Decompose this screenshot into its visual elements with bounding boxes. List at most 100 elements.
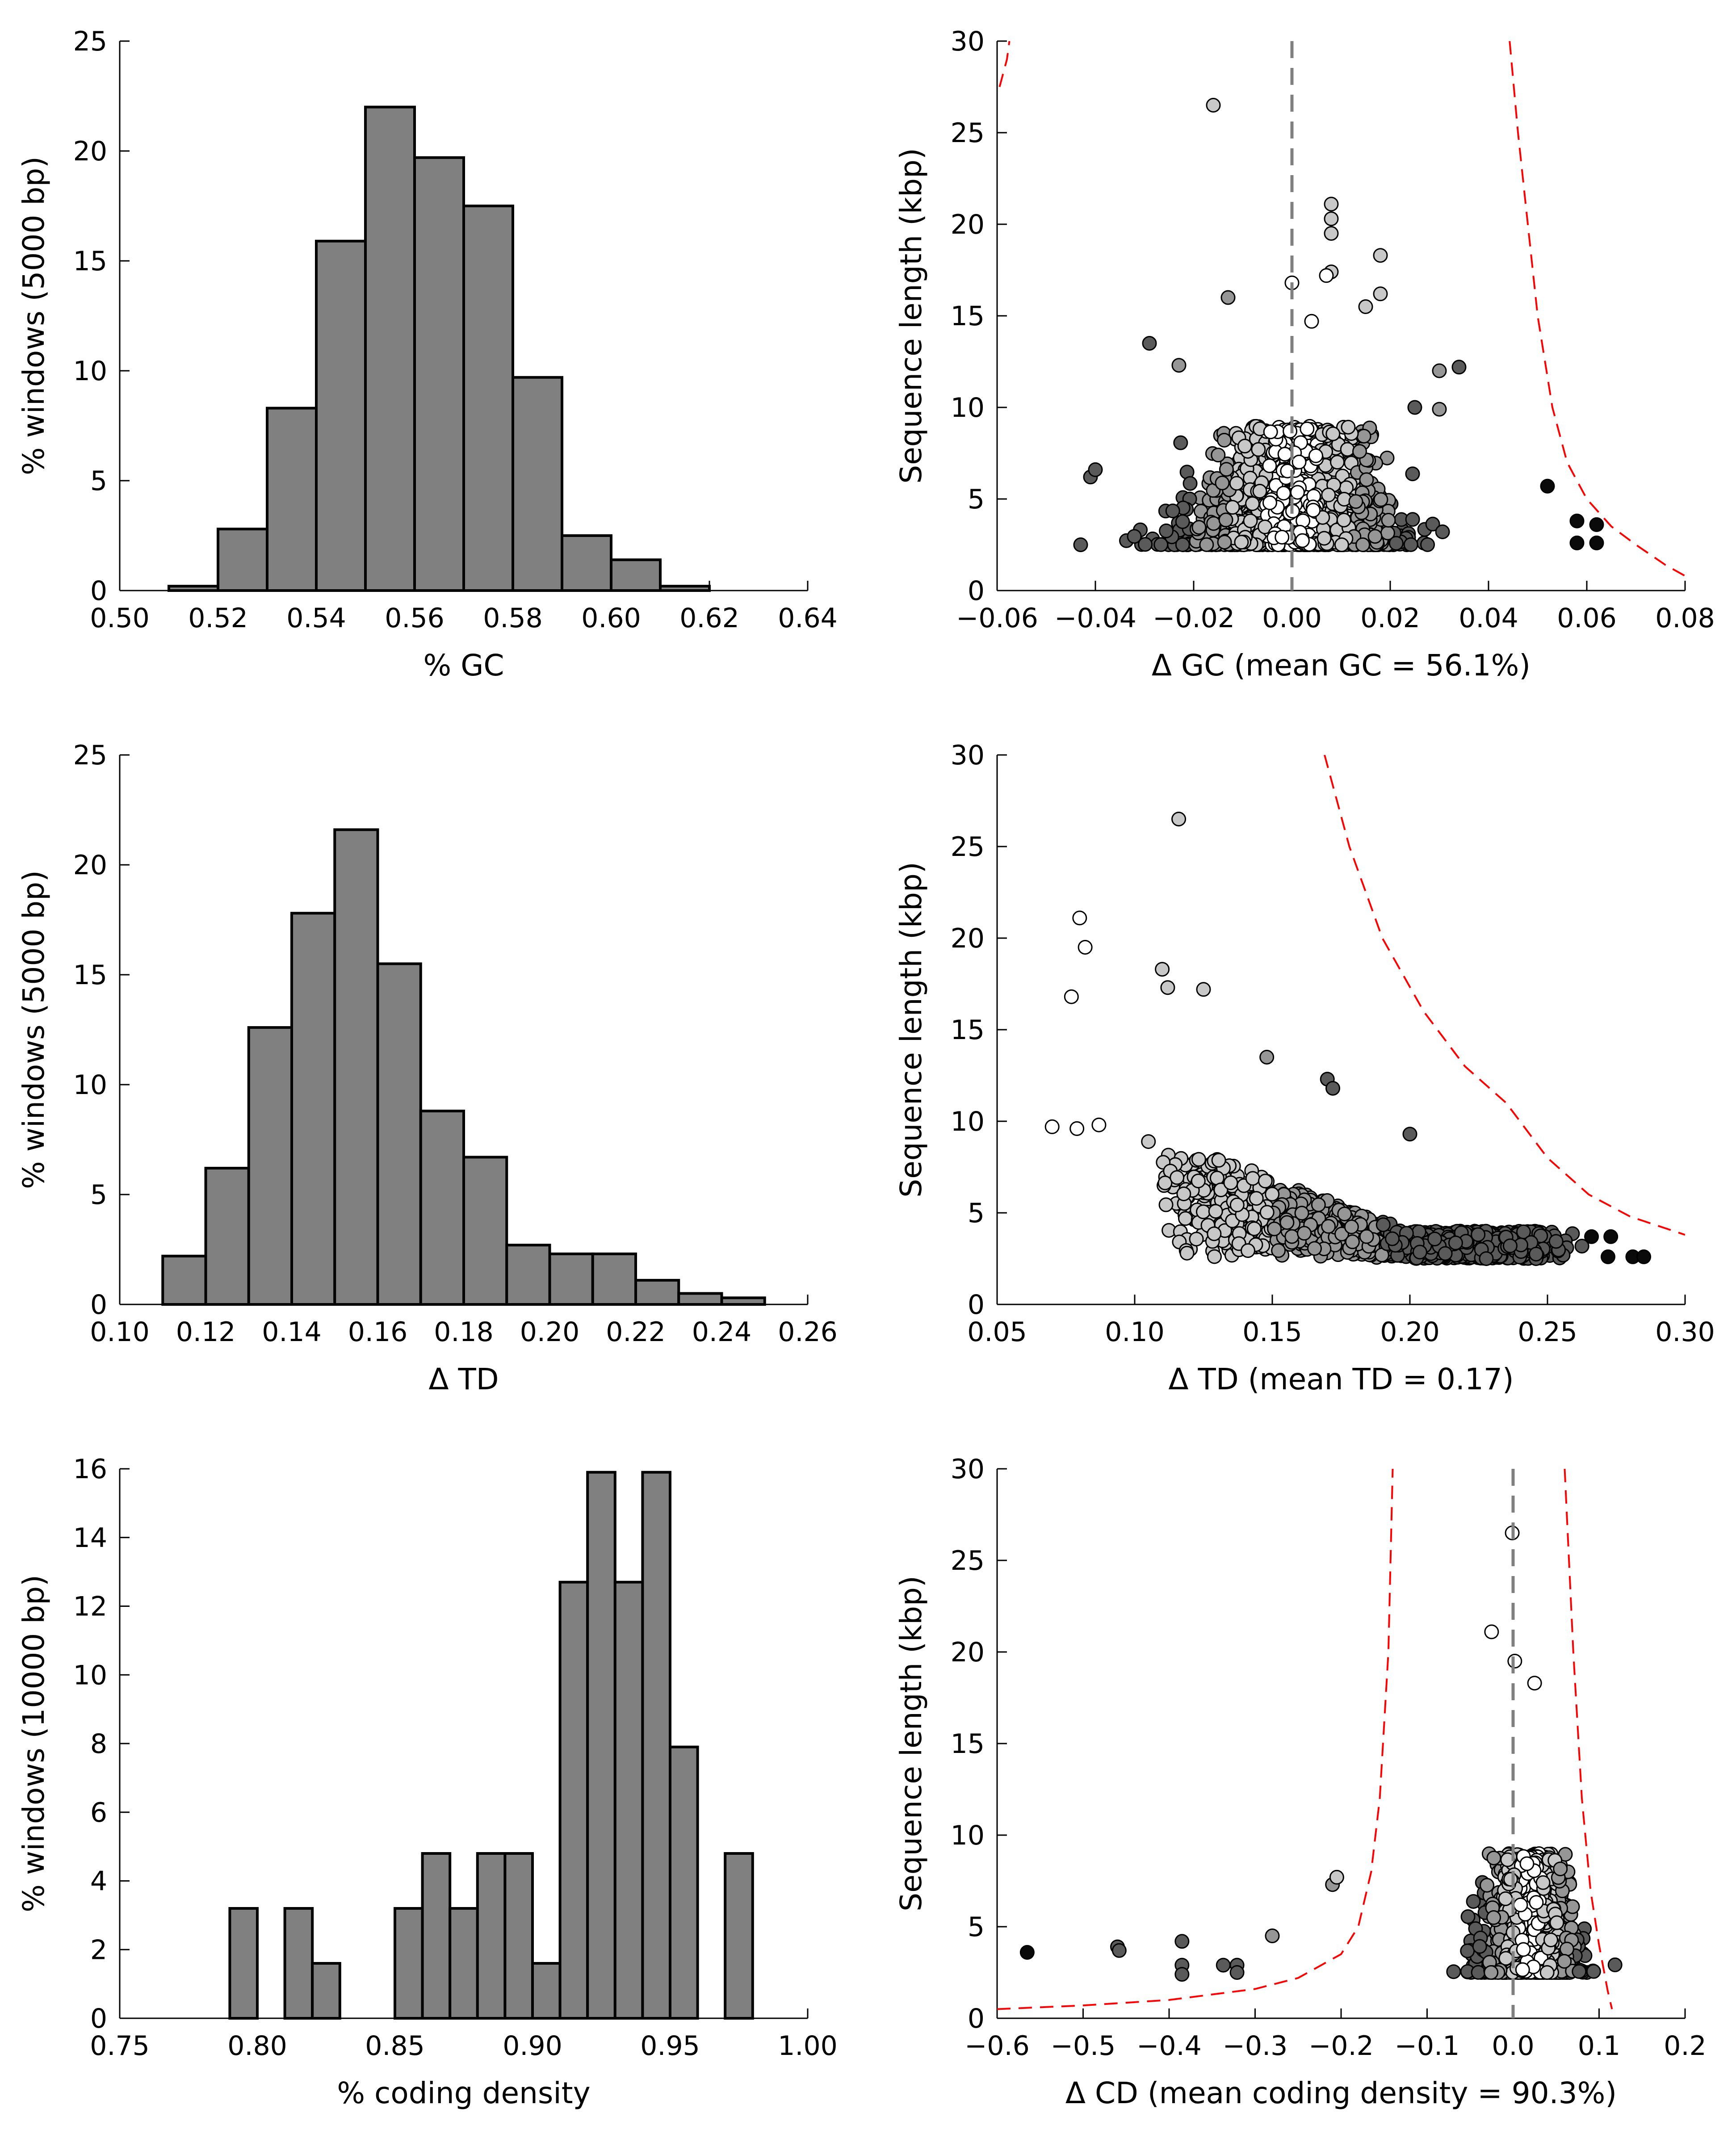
scatter-point (1262, 495, 1277, 511)
scatter-point (1211, 1153, 1226, 1168)
x-tick-label: 0.64 (778, 603, 838, 634)
y-tick-label: 0 (968, 575, 985, 607)
significance-curve (997, 1469, 1394, 2010)
scatter-point (1586, 1964, 1601, 1979)
x-tick-label: −0.5 (1051, 2030, 1116, 2062)
scatter-point (1529, 1246, 1544, 1262)
scatter-point (1245, 1171, 1260, 1186)
plot-area (228, 1471, 754, 2020)
x-tick-label: 0.04 (1459, 603, 1518, 634)
y-tick-label: 15 (951, 301, 985, 332)
scatter-point (1334, 537, 1349, 552)
x-tick-label: 0.54 (286, 603, 346, 634)
plot-area (997, 1469, 1623, 2018)
y-tick-label: 5 (968, 1912, 985, 1943)
x-tick-label: 0.08 (1655, 603, 1715, 634)
scatter-point (1259, 1205, 1275, 1220)
scatter-point (1553, 1861, 1568, 1877)
y-tick-label: 25 (951, 831, 985, 863)
x-axis-label: Δ CD (mean coding density = 90.3%) (1065, 2076, 1617, 2110)
scatter-point (1127, 529, 1142, 544)
x-tick-label: 0.95 (640, 2030, 700, 2062)
y-tick-label: 20 (951, 209, 985, 240)
scatter-point (1088, 462, 1103, 477)
x-tick-label: 1.00 (778, 2030, 838, 2062)
scatter-point (1540, 478, 1555, 494)
histogram-bar (558, 1580, 589, 2020)
histogram-bar (168, 585, 219, 592)
scatter-point (1425, 516, 1440, 532)
histogram-bar (720, 1296, 766, 1306)
scatter-point (1569, 535, 1585, 550)
scatter-point (1498, 1891, 1513, 1906)
y-tick-label: 4 (90, 1866, 107, 1897)
scatter-point (1284, 1229, 1300, 1244)
scatter-point (1157, 1175, 1173, 1191)
y-tick-label: 25 (951, 117, 985, 149)
histogram-bar (591, 1252, 637, 1306)
scatter-point (1348, 494, 1363, 509)
scatter-point (1435, 524, 1450, 539)
x-tick-label: 0.30 (1655, 1316, 1715, 1348)
scatter-point (1258, 1174, 1273, 1189)
scatter-point (1176, 1186, 1191, 1201)
y-axis-label: % windows (5000 bp) (17, 156, 51, 475)
scatter-point (1539, 1965, 1555, 1980)
scatter-point (1507, 1654, 1522, 1668)
chart-6: −0.6 −0.5 −0.4 −0.3 −0.2 −0.1 0.0 0.1 0.2 0 5 10 15 2… (894, 1454, 1707, 2110)
histogram-bar (462, 205, 514, 592)
scatter-point (1330, 455, 1345, 470)
x-tick-label: −0.6 (964, 2030, 1030, 2062)
significance-curve (1509, 41, 1685, 577)
histogram-bar (290, 912, 336, 1306)
histogram-bar (217, 528, 268, 592)
scatter-point (1636, 1249, 1652, 1264)
histogram-bar (548, 1252, 594, 1306)
x-tick-label: 0.60 (581, 603, 641, 634)
histogram-bar (462, 1156, 508, 1306)
scatter-point (1460, 1909, 1476, 1924)
scatter-point (1367, 529, 1383, 544)
scatter-point (1207, 1226, 1222, 1241)
y-tick-label: 20 (73, 850, 107, 881)
scatter-point (1317, 531, 1332, 546)
plot-area (161, 828, 766, 1306)
scatter-point (1451, 360, 1467, 375)
chart-2: −0.06 −0.04 −0.02 0.00 0.02 0.04 0.06 0.08 0 5 10 1… (894, 26, 1715, 683)
scatter-point (1519, 1856, 1535, 1871)
histogram-bar (669, 1745, 699, 2020)
scatter-point (1251, 442, 1266, 457)
scatter-point (1189, 1232, 1204, 1247)
scatter-point (1385, 1231, 1400, 1246)
x-tick-label: −0.06 (956, 603, 1038, 634)
scatter-point (1543, 1933, 1559, 1948)
scatter-point (1265, 1928, 1280, 1943)
scatter-point (1111, 1943, 1127, 1958)
scatter-point (1325, 1081, 1341, 1096)
scatter-point (1304, 314, 1319, 329)
y-tick-label: 5 (968, 484, 985, 515)
x-tick-label: −0.04 (1054, 603, 1136, 634)
x-tick-label: 0.14 (262, 1316, 322, 1348)
scatter-point (1155, 962, 1170, 977)
scatter-point (1044, 1119, 1060, 1134)
scatter-point (1513, 1897, 1528, 1912)
scatter-point (1265, 1186, 1280, 1202)
y-axis-label: % windows (5000 bp) (17, 870, 51, 1189)
scatter-point (1276, 486, 1291, 501)
x-tick-label: −0.2 (1308, 2030, 1374, 2062)
scatter-point (1223, 1175, 1238, 1191)
scatter-point (1159, 523, 1174, 538)
significance-curve (1564, 1469, 1613, 2009)
x-tick-label: 0.16 (348, 1316, 408, 1348)
scatter-point (1420, 537, 1435, 552)
scatter-point (1213, 1182, 1229, 1198)
x-tick-label: 0.22 (606, 1316, 666, 1348)
scatter-point (1484, 1624, 1499, 1639)
histogram-bar (586, 1471, 616, 2020)
x-tick-label: 0.20 (520, 1316, 580, 1348)
y-axis-label: Sequence length (kbp) (894, 1576, 928, 1911)
significance-curve (998, 41, 1011, 88)
x-tick-label: 0.05 (967, 1316, 1027, 1348)
scatter-point (1516, 1942, 1531, 1957)
